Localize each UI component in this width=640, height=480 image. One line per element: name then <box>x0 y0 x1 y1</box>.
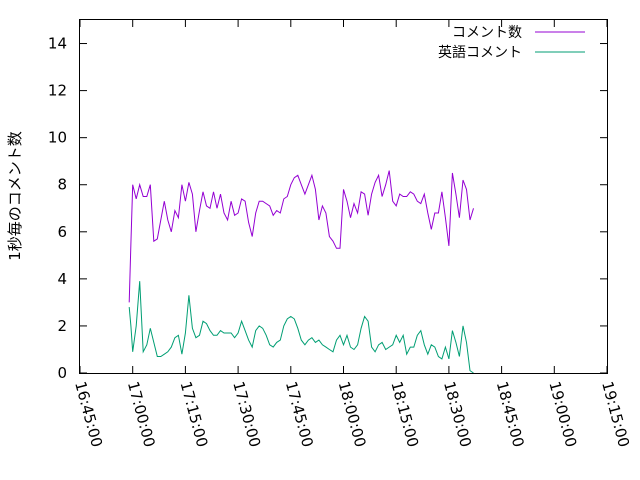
y-tick-label: 12 <box>48 82 67 100</box>
y-axis-label: 1秒毎のコメント数 <box>6 131 24 261</box>
legend-label: コメント数 <box>452 25 522 41</box>
x-tick-label: 18:45:00 <box>493 379 528 449</box>
series-line-1 <box>128 281 474 374</box>
series-line-0 <box>128 170 474 303</box>
x-tick-label: 17:45:00 <box>282 379 317 449</box>
y-tick-label: 10 <box>48 129 67 147</box>
x-tick-label: 17:30:00 <box>229 379 264 449</box>
y-tick-label: 0 <box>57 364 67 382</box>
y-tick-label: 14 <box>48 35 67 53</box>
x-axis-ticks: 16:45:00 17:00:00 17:15:00 17:30:00 17:45:00… <box>71 20 633 449</box>
x-tick-label: 16:45:00 <box>71 379 106 449</box>
plot-frame <box>79 19 608 374</box>
x-tick-label: 17:15:00 <box>177 379 212 449</box>
x-tick-label: 18:30:00 <box>440 379 475 449</box>
y-tick-label: 4 <box>57 270 67 288</box>
y-tick-label: 6 <box>57 223 67 241</box>
x-tick-label: 18:15:00 <box>387 379 422 449</box>
series-layer <box>128 170 474 374</box>
y-axis-ticks: 0 2 4 6 8 10 12 14 <box>48 35 607 382</box>
x-tick-label: 18:00:00 <box>335 379 370 449</box>
x-tick-label: 17:00:00 <box>124 379 159 449</box>
x-tick-label: 19:15:00 <box>598 379 633 449</box>
legend-label: 英語コメント <box>438 44 522 61</box>
x-tick-label: 19:00:00 <box>545 379 580 449</box>
y-tick-label: 2 <box>57 317 67 335</box>
y-tick-label: 8 <box>57 176 67 194</box>
